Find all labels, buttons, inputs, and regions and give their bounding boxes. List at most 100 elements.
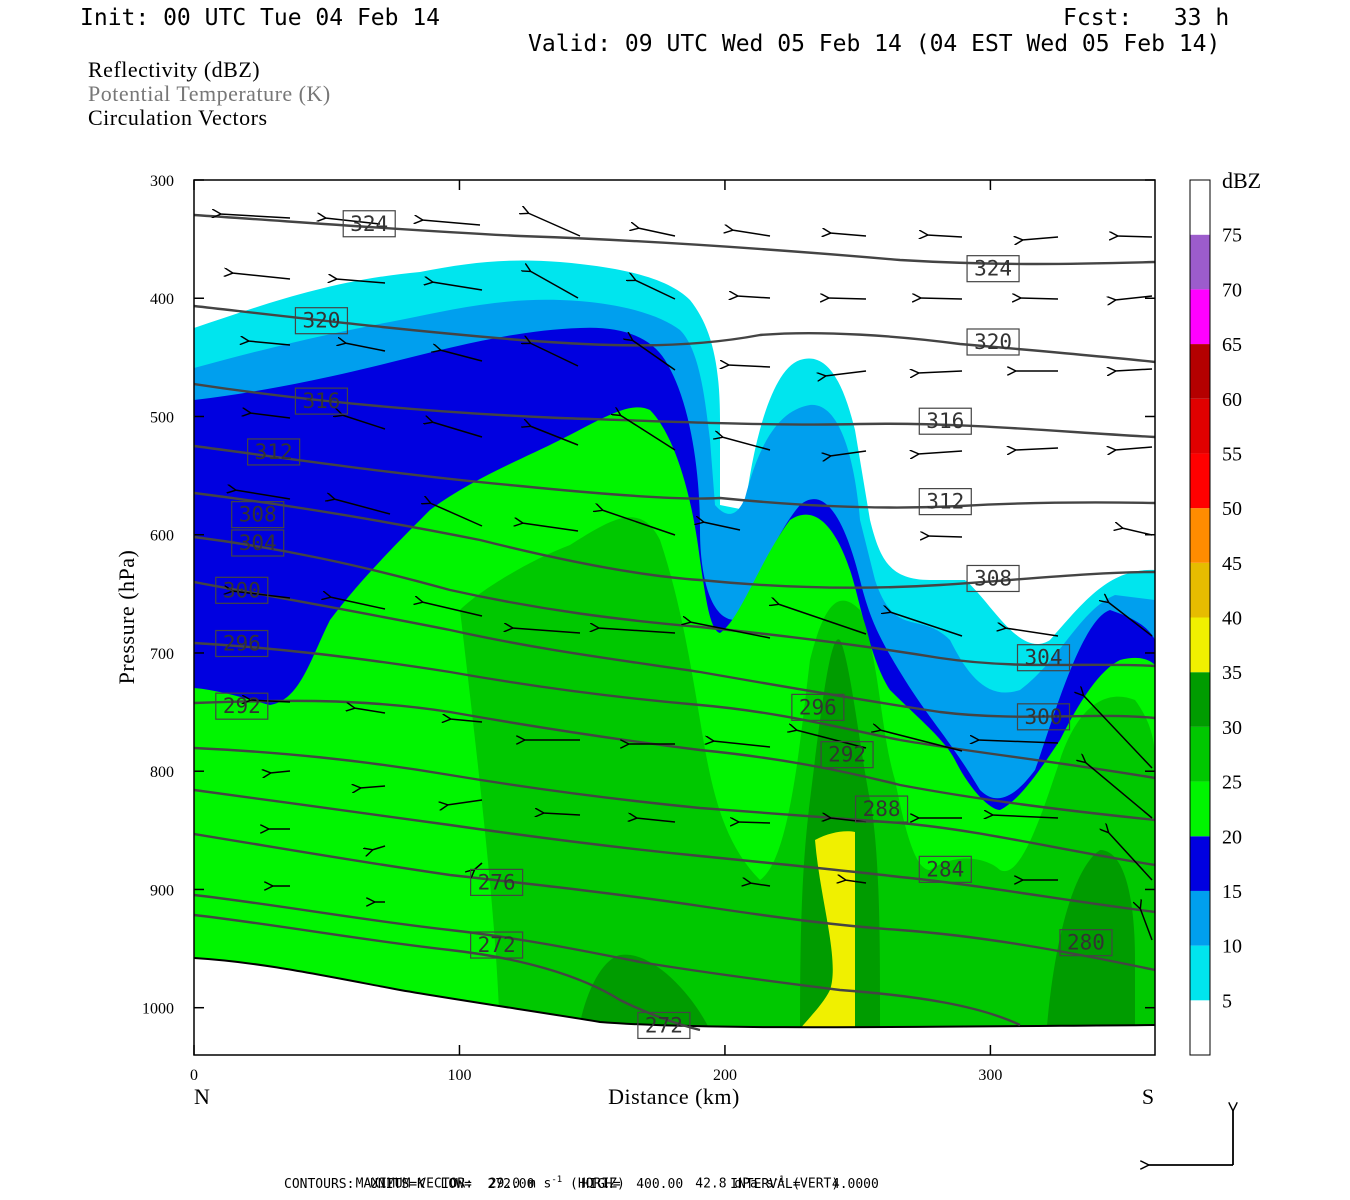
colorbar-label: 5 bbox=[1222, 990, 1232, 1012]
theta-label-text: 284 bbox=[926, 857, 964, 881]
theta-324 bbox=[194, 213, 1155, 266]
forecast-hour: Fcst: 33 h bbox=[1063, 5, 1230, 31]
theta-label: 304 bbox=[231, 529, 285, 557]
x-tick-label: 100 bbox=[447, 1067, 471, 1084]
vector-arrow bbox=[220, 214, 291, 219]
theta-label: 300 bbox=[1016, 703, 1071, 731]
vector-arrow bbox=[1122, 528, 1153, 536]
vector-arrow bbox=[334, 499, 391, 515]
max-vert-exponent: -1 bbox=[773, 1175, 785, 1185]
colorbar-segment bbox=[1190, 836, 1210, 891]
plot-frame bbox=[193, 179, 1156, 1056]
terrain-below-ground bbox=[194, 958, 1155, 1055]
max-vector-prefix: MAXIMUM VECTOR: bbox=[355, 1176, 474, 1192]
dbz-25-region bbox=[460, 517, 1155, 1055]
vector-arrow bbox=[232, 591, 291, 599]
vector-arrow bbox=[1115, 295, 1153, 300]
vector-arrow bbox=[422, 602, 483, 617]
colorbar-segment bbox=[1190, 726, 1210, 782]
vector-arrow bbox=[330, 597, 386, 610]
vector-arrow bbox=[450, 719, 483, 722]
theta-label: 320 bbox=[966, 328, 1020, 356]
vector-arrow bbox=[232, 273, 291, 280]
colorbar-segment bbox=[1190, 672, 1210, 727]
theta-label-text: 308 bbox=[974, 566, 1012, 590]
vector-arrow bbox=[422, 220, 481, 226]
theta-label-box bbox=[294, 307, 349, 335]
x-axis-north-label: N bbox=[194, 1084, 210, 1109]
vector-arrow bbox=[737, 296, 771, 298]
theta-label-box bbox=[966, 564, 1020, 593]
y-tick-label: 1000 bbox=[142, 1001, 174, 1018]
vector-arrow bbox=[636, 818, 676, 823]
x-axis: 0 100 200 300 bbox=[190, 180, 1002, 1084]
vector-arrow bbox=[728, 365, 771, 367]
theta-label-box bbox=[215, 576, 269, 604]
theta-label-box bbox=[791, 693, 845, 721]
colorbar-segment bbox=[1190, 617, 1210, 673]
theta-label-text: 320 bbox=[302, 309, 340, 333]
theta-label: 320 bbox=[294, 307, 349, 335]
y-tick-label: 900 bbox=[150, 882, 174, 899]
vector-arrow bbox=[732, 230, 771, 237]
vector-arrow bbox=[830, 450, 867, 456]
colorbar-label: 45 bbox=[1222, 553, 1242, 575]
y-tick-label: 700 bbox=[150, 646, 174, 663]
theta-label-box bbox=[918, 855, 972, 883]
vector-arrow bbox=[522, 523, 579, 532]
theta-label-box bbox=[854, 795, 909, 823]
max-horiz-exponent: -1 bbox=[551, 1175, 563, 1185]
vector-arrow bbox=[345, 343, 386, 352]
theta-316 bbox=[194, 382, 1155, 439]
terrain-line bbox=[193, 957, 1156, 1029]
theta-label-box bbox=[231, 501, 285, 529]
vector-arrow bbox=[530, 343, 579, 367]
vector-arrow bbox=[830, 233, 867, 236]
max-vert-value: 42.8 dPa s bbox=[695, 1176, 774, 1192]
vector-arrow bbox=[250, 413, 291, 419]
theta-label: 292 bbox=[215, 692, 269, 720]
vector-arrow bbox=[992, 815, 1059, 818]
colorbar-segment bbox=[1190, 508, 1210, 563]
theta-label: 272 bbox=[470, 931, 524, 959]
theta-label: 300 bbox=[215, 576, 269, 604]
vector-arrow bbox=[890, 612, 963, 637]
reflectivity-field-label: Reflectivity (dBZ) bbox=[88, 57, 261, 82]
vector-arrow bbox=[447, 799, 483, 805]
theta-label-box bbox=[231, 529, 285, 557]
vector-arrow bbox=[354, 708, 386, 714]
colorbar-label: 75 bbox=[1222, 225, 1242, 247]
theta-label-text: 320 bbox=[974, 330, 1012, 354]
theta-label-text: 300 bbox=[223, 578, 261, 602]
colorbar-label: 50 bbox=[1222, 498, 1242, 520]
x-tick-label: 200 bbox=[713, 1067, 737, 1084]
theta-label: 296 bbox=[215, 629, 269, 658]
theta-label-text: 296 bbox=[223, 632, 261, 656]
colorbar-label: 70 bbox=[1222, 279, 1242, 301]
theta-304 bbox=[194, 535, 1155, 668]
theta-label-text: 276 bbox=[478, 870, 516, 894]
vector-arrow bbox=[530, 271, 579, 299]
theta-label-box bbox=[1016, 703, 1071, 731]
theta-label: 316 bbox=[918, 407, 972, 435]
theta-label-text: 324 bbox=[974, 257, 1012, 281]
x-tick-label: 300 bbox=[978, 1067, 1002, 1084]
vector-arrow bbox=[920, 298, 963, 299]
vector-arrow bbox=[632, 340, 676, 371]
vector-arrow bbox=[1108, 832, 1153, 881]
colorbar-label: 10 bbox=[1222, 936, 1242, 958]
theta-label-box bbox=[966, 255, 1020, 283]
x-axis-label: Distance (km) bbox=[608, 1084, 740, 1109]
vector-arrow bbox=[713, 741, 771, 748]
vector-arrow bbox=[1085, 762, 1153, 819]
vector-arrow bbox=[1115, 369, 1153, 371]
theta-label: 324 bbox=[966, 255, 1020, 283]
colorbar-label: 65 bbox=[1222, 334, 1242, 356]
dbz-35-region bbox=[780, 831, 855, 1055]
vector-arrow bbox=[1115, 447, 1153, 450]
theta-label-text: 288 bbox=[863, 797, 901, 821]
vector-arrow bbox=[703, 522, 741, 531]
contours-info: CONTOURS: UNITS=K LOW= 272.00 HIGH= 400.… bbox=[284, 1177, 879, 1192]
vector-arrow bbox=[830, 818, 867, 823]
vector-arrow bbox=[360, 786, 386, 788]
